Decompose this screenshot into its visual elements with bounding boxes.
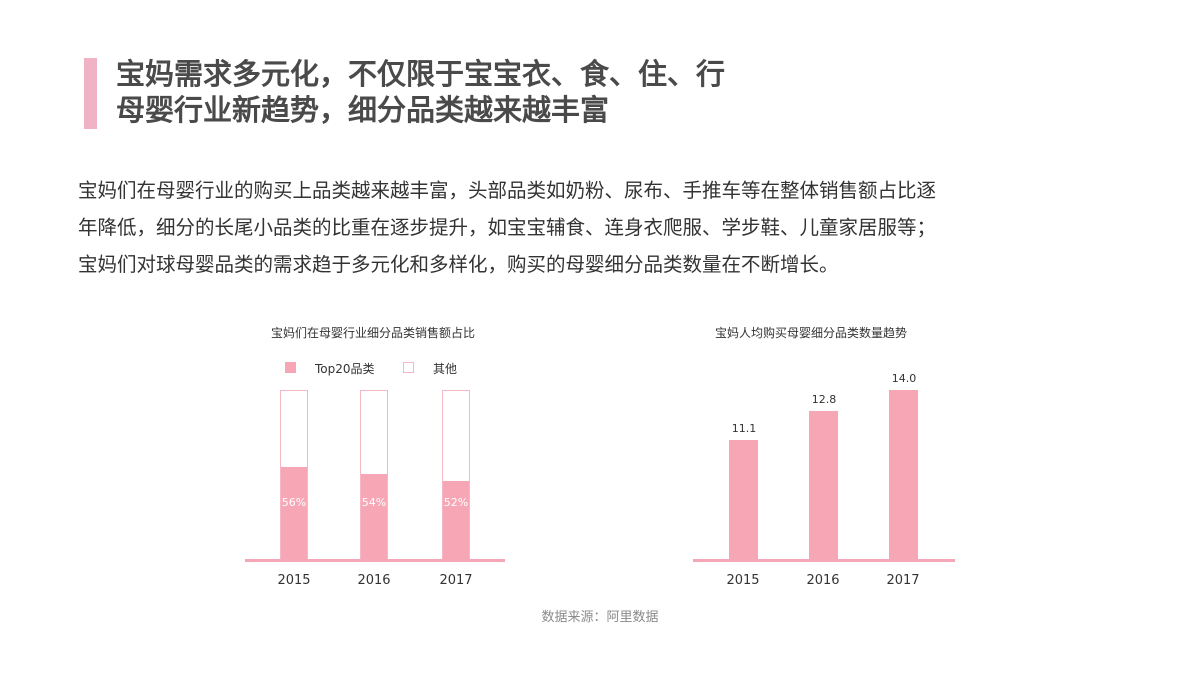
share-bar-fill-2017: 52% bbox=[443, 481, 469, 559]
count-xtick-2016: 2016 bbox=[806, 573, 840, 588]
share-bar-label-2015: 56% bbox=[281, 496, 307, 509]
share-bar-label-2017: 52% bbox=[443, 496, 469, 509]
share-bar-fill-2016: 54% bbox=[361, 474, 387, 559]
count-chart-title: 宝妈人均购买母婴细分品类数量趋势 bbox=[715, 326, 908, 340]
count-x-axis bbox=[693, 559, 955, 562]
data-source: 数据来源：阿里数据 bbox=[541, 610, 659, 625]
legend-swatch-top20 bbox=[285, 362, 296, 373]
share-x-axis bbox=[245, 559, 505, 562]
count-bar-label-2015: 11.1 bbox=[731, 422, 757, 435]
count-bar-2016 bbox=[809, 411, 838, 560]
share-xtick-2017: 2017 bbox=[439, 573, 473, 588]
legend-label-other: 其他 bbox=[433, 362, 458, 376]
body-line-1: 宝妈们在母婴行业的购买上品类越来越丰富，头部品类如奶粉、尿布、手推车等在整体销售… bbox=[78, 179, 937, 202]
count-bar-label-2017: 14.0 bbox=[891, 372, 917, 385]
share-bar-2017: 52% bbox=[442, 390, 470, 560]
share-bar-2016: 54% bbox=[360, 390, 388, 560]
legend-swatch-other bbox=[403, 362, 414, 373]
legend-label-top20: Top20品类 bbox=[315, 362, 375, 376]
share-bar-fill-2015: 56% bbox=[281, 467, 307, 559]
share-xtick-2015: 2015 bbox=[277, 573, 311, 588]
body-line-2: 年降低，细分的长尾小品类的比重在逐步提升，如宝宝辅食、连身衣爬服、学步鞋、儿童家… bbox=[78, 216, 937, 239]
title-line-2: 母婴行业新趋势，细分品类越来越丰富 bbox=[116, 93, 610, 127]
count-xtick-2015: 2015 bbox=[726, 573, 760, 588]
share-bar-label-2016: 54% bbox=[361, 496, 387, 509]
share-xtick-2016: 2016 bbox=[357, 573, 391, 588]
count-bar-2017 bbox=[889, 390, 918, 560]
count-bar-2015 bbox=[729, 440, 758, 560]
share-chart-title: 宝妈们在母婴行业细分品类销售额占比 bbox=[271, 326, 476, 340]
body-paragraph: 宝妈们在母婴行业的购买上品类越来越丰富，头部品类如奶粉、尿布、手推车等在整体销售… bbox=[78, 172, 1138, 283]
title-line-1: 宝妈需求多元化，不仅限于宝宝衣、食、住、行 bbox=[116, 57, 726, 91]
count-bar-label-2016: 12.8 bbox=[811, 393, 837, 406]
count-xtick-2017: 2017 bbox=[886, 573, 920, 588]
body-line-3: 宝妈们对球母婴品类的需求趋于多元化和多样化，购买的母婴细分品类数量在不断增长。 bbox=[78, 253, 839, 276]
title-accent-bar bbox=[84, 58, 97, 129]
page-title: 宝妈需求多元化，不仅限于宝宝衣、食、住、行 母婴行业新趋势，细分品类越来越丰富 bbox=[116, 56, 725, 128]
share-bar-2015: 56% bbox=[280, 390, 308, 560]
